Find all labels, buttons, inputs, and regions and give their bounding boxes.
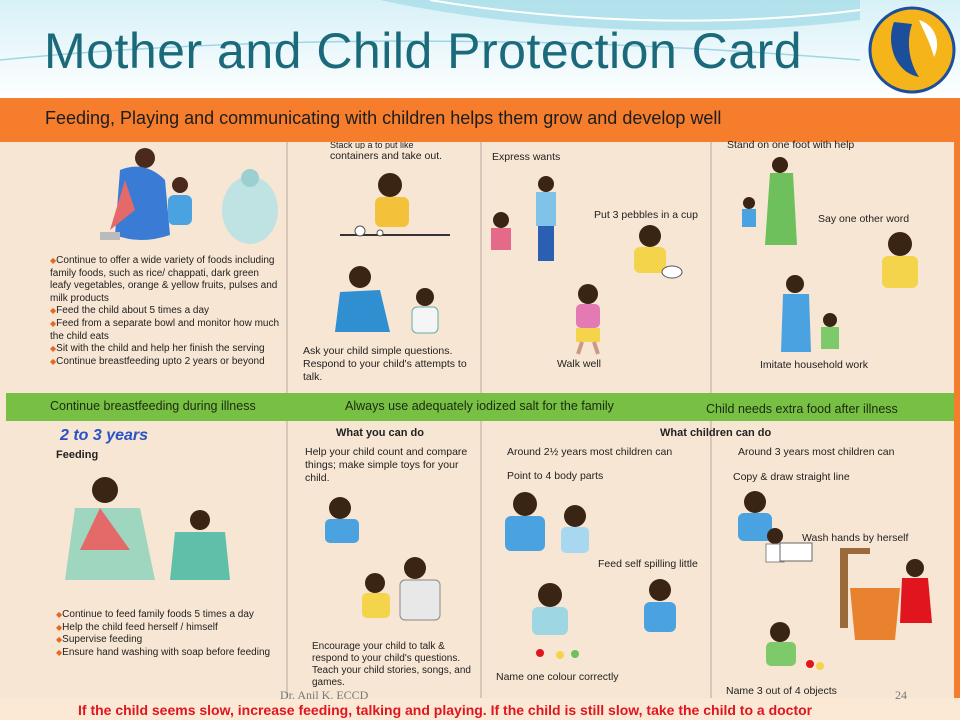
what-children-can-do-heading: What children can do	[660, 427, 772, 439]
imitate-work-label: Imitate household work	[760, 359, 868, 371]
feeding-heading: Feeding	[56, 449, 99, 461]
count-compare-text: Help your child count and compare things…	[305, 446, 468, 484]
child-pebbles-illustration	[634, 225, 683, 279]
stand-one-foot-label: Stand on one foot with help	[727, 139, 855, 151]
divider	[286, 142, 288, 393]
extra-food-message: Child needs extra food after illness	[706, 402, 898, 416]
mother-child-eating-illustration	[65, 477, 230, 580]
around-3-years-label: Around 3 years most children can	[738, 446, 895, 458]
bullet-item: Supervise feeding	[56, 634, 286, 647]
program-logo-icon	[868, 6, 956, 94]
mother-feeding-child-illustration	[100, 148, 278, 244]
what-you-can-do-heading: What you can do	[336, 427, 424, 439]
col2-bottom-text: Ask your child simple questions. Respond…	[303, 345, 467, 383]
father-playing-child-illustration	[325, 497, 441, 621]
iodized-salt-message: Always use adequately iodized salt for t…	[345, 399, 614, 413]
name-colour-label: Name one colour correctly	[496, 671, 619, 683]
walk-well-label: Walk well	[557, 358, 601, 370]
bullet-item: Ensure hand washing with soap before fee…	[56, 647, 286, 660]
header-wave-decoration	[0, 0, 861, 61]
child-expressing-wants-illustration	[491, 176, 556, 261]
feed-self-label: Feed self spilling little	[598, 558, 698, 570]
child-with-containers-illustration	[340, 173, 450, 237]
point-body-parts-label: Point to 4 body parts	[507, 470, 604, 482]
bottom-feeding-bullets: Continue to feed family foods 5 times a …	[56, 609, 286, 659]
col2-top-text: containers and take out.	[330, 150, 443, 162]
card-banner	[0, 98, 960, 142]
divider	[710, 142, 712, 393]
around-2-5-years-label: Around 2½ years most children can	[507, 446, 673, 458]
age-group-label: 2 to 3 years	[60, 427, 149, 444]
slide-title: Mother and Child Protection Card	[44, 23, 803, 79]
footer-page-number: 24	[895, 688, 907, 702]
bullet-item: Continue to offer a wide variety of food…	[50, 255, 280, 305]
bullet-item: Feed the child about 5 times a day	[50, 305, 280, 318]
bullet-item: Help the child feed herself / himself	[56, 622, 286, 635]
divider	[480, 142, 482, 393]
bullet-item: Feed from a separate bowl and monitor ho…	[50, 318, 280, 343]
warning-message: If the child seems slow, increase feedin…	[78, 702, 813, 718]
key-messages-band	[6, 393, 954, 421]
banner-text: Feeding, Playing and communicating with …	[45, 108, 722, 128]
col2-top-partial: Stack up a to put like	[330, 142, 414, 149]
child-household-work-illustration	[781, 275, 839, 352]
child-standing-illustration	[742, 157, 797, 245]
child-washing-hands-illustration	[840, 548, 932, 640]
children-eating-colour-illustration	[532, 579, 676, 659]
child-pointing-body-parts-illustration	[505, 492, 589, 553]
divider	[710, 421, 712, 698]
top-feeding-bullets: Continue to offer a wide variety of food…	[50, 255, 280, 368]
breastfeeding-illness-message: Continue breastfeeding during illness	[50, 399, 256, 413]
encourage-talk-text: Encourage your child to talk & respond t…	[312, 641, 471, 688]
copy-draw-label: Copy & draw straight line	[733, 471, 850, 483]
child-drawing-illustration	[738, 491, 813, 563]
divider	[286, 421, 288, 698]
wash-hands-label: Wash hands by herself	[802, 532, 909, 544]
bullet-item: Sit with the child and help her finish t…	[50, 343, 280, 356]
one-other-word-label: Say one other word	[818, 213, 910, 225]
bullet-item: Continue to feed family foods 5 times a …	[56, 609, 286, 622]
child-naming-objects-illustration	[766, 622, 824, 670]
footer-author: Dr. Anil K. ECCD	[280, 688, 369, 702]
child-walking-illustration	[576, 284, 600, 355]
card-right-border	[954, 142, 960, 702]
divider	[480, 421, 482, 698]
warning-strip	[0, 698, 960, 720]
pebbles-label: Put 3 pebbles in a cup	[594, 209, 698, 221]
name-objects-label: Name 3 out of 4 objects	[726, 685, 837, 697]
bullet-item: Continue breastfeeding upto 2 years or b…	[50, 356, 280, 369]
child-speaking-illustration	[882, 232, 918, 288]
express-wants-label: Express wants	[492, 151, 561, 163]
mother-talking-child-illustration	[335, 266, 439, 334]
